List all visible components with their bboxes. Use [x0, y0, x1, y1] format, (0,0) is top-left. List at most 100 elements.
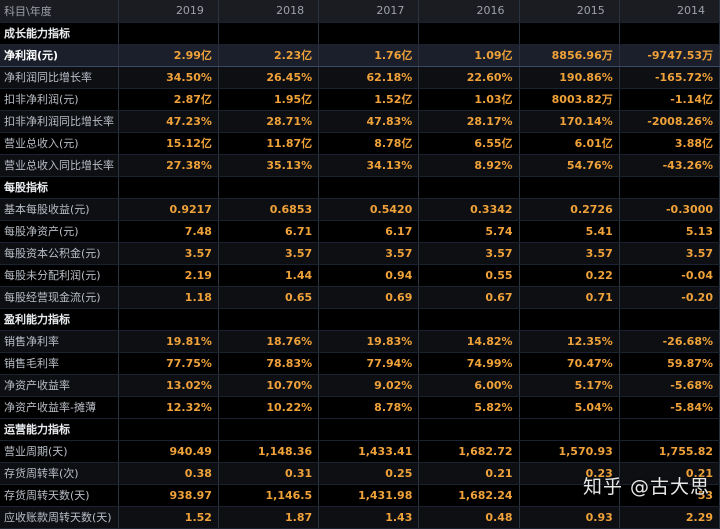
value-cell: 8.78亿 — [318, 132, 420, 155]
value-cell: 35.13% — [218, 154, 320, 177]
value-cell: 0.31 — [218, 462, 320, 485]
table-row[interactable]: 营业周期(天) 940.49 1,148.36 1,433.41 1,682.72 1,5… — [0, 440, 720, 463]
table-row[interactable]: 每股净资产(元) 7.48 6.71 6.17 5.74 5.41 5.13 — [0, 220, 720, 243]
value-cell: 1.44 — [218, 264, 320, 287]
value-cell: 19.81% — [118, 330, 219, 353]
empty-cell — [519, 418, 620, 441]
section-row[interactable]: 每股指标 — [0, 176, 720, 199]
value-cell: 3.57 — [318, 242, 420, 265]
year-header[interactable]: 2019 — [118, 0, 219, 23]
value-cell: 9.02% — [318, 374, 420, 397]
value-cell: 0.21 — [418, 462, 520, 485]
year-header[interactable]: 2014 — [619, 0, 720, 23]
year-header[interactable]: 2015 — [519, 0, 620, 23]
value-cell: 26.45% — [218, 66, 320, 89]
table-row[interactable]: 每股经营现金流(元) 1.18 0.65 0.69 0.67 0.71 -0.20 — [0, 286, 720, 309]
table-row-selected[interactable]: 净利润(元) 2.99亿 2.23亿 1.76亿 1.09亿 8856.96万 -9747.… — [0, 43, 720, 67]
table-row[interactable]: 营业总收入(元) 15.12亿 11.87亿 8.78亿 6.55亿 6.01亿 3.88亿 — [0, 132, 720, 155]
value-cell: 1.87 — [218, 506, 320, 529]
value-cell: 62.18% — [318, 66, 420, 89]
value-cell: 34.50% — [118, 66, 219, 89]
empty-cell — [218, 22, 320, 45]
row-label: 存货周转率(次) — [0, 462, 119, 485]
table-row[interactable]: 销售净利率 19.81% 18.76% 19.83% 14.82% 12.35% -26.6… — [0, 330, 720, 353]
value-cell: 22.60% — [418, 66, 520, 89]
section-label: 每股指标 — [0, 176, 119, 199]
empty-cell — [318, 418, 420, 441]
value-cell: 5.41 — [519, 220, 620, 243]
value-cell: 1.09亿 — [418, 43, 520, 67]
value-cell: 70.47% — [519, 352, 620, 375]
year-header[interactable]: 2017 — [318, 0, 420, 23]
value-cell: 3.57 — [619, 242, 720, 265]
value-cell: 53 — [619, 484, 720, 507]
value-cell: 1,682.24 — [418, 484, 520, 507]
table-row[interactable]: 销售毛利率 77.75% 78.83% 77.94% 74.99% 70.47% 59.87… — [0, 352, 720, 375]
value-cell: 34.13% — [318, 154, 420, 177]
value-cell: 11.87亿 — [218, 132, 320, 155]
value-cell: 0.5420 — [318, 198, 420, 221]
value-cell: 3.57 — [218, 242, 320, 265]
row-label: 净利润同比增长率 — [0, 66, 119, 89]
value-cell: 0.9217 — [118, 198, 219, 221]
row-label: 营业周期(天) — [0, 440, 119, 463]
empty-cell — [418, 308, 520, 331]
value-cell: 1.43 — [318, 506, 420, 529]
value-cell: 0.55 — [418, 264, 520, 287]
table-row[interactable]: 存货周转天数(天) 938.97 1,146.5 1,431.98 1,682.24 53 — [0, 484, 720, 507]
value-cell: 0.25 — [318, 462, 420, 485]
row-label: 应收账款周转天数(天) — [0, 506, 119, 529]
year-header[interactable]: 2018 — [218, 0, 320, 23]
section-row[interactable]: 盈利能力指标 — [0, 308, 720, 331]
value-cell: 1.76亿 — [318, 43, 420, 67]
table-row[interactable]: 营业总收入同比增长率 27.38% 35.13% 34.13% 8.92% 54.76% -… — [0, 154, 720, 177]
empty-cell — [318, 22, 420, 45]
value-cell: 1.03亿 — [418, 88, 520, 111]
empty-cell — [418, 176, 520, 199]
value-cell: 6.71 — [218, 220, 320, 243]
value-cell: -9747.53万 — [619, 43, 720, 67]
value-cell: 0.3342 — [418, 198, 520, 221]
value-cell: 1,148.36 — [218, 440, 320, 463]
value-cell: 47.83% — [318, 110, 420, 133]
value-cell: 8.92% — [418, 154, 520, 177]
value-cell: 19.83% — [318, 330, 420, 353]
value-cell: 0.6853 — [218, 198, 320, 221]
table-row[interactable]: 存货周转率(次) 0.38 0.31 0.25 0.21 0.23 0.21 — [0, 462, 720, 485]
value-cell: 2.87亿 — [118, 88, 219, 111]
table-row[interactable]: 应收账款周转天数(天) 1.52 1.87 1.43 0.48 0.93 2.29 — [0, 506, 720, 529]
table-row[interactable]: 扣非净利润同比增长率 47.23% 28.71% 47.83% 28.17% 170.14… — [0, 110, 720, 133]
table-row[interactable]: 净资产收益率 13.02% 10.70% 9.02% 6.00% 5.17% -5.68% — [0, 374, 720, 397]
value-cell: 28.17% — [418, 110, 520, 133]
table-row[interactable]: 每股资本公积金(元) 3.57 3.57 3.57 3.57 3.57 3.57 — [0, 242, 720, 265]
value-cell: 6.55亿 — [418, 132, 520, 155]
empty-cell — [218, 308, 320, 331]
value-cell: 8856.96万 — [519, 43, 620, 67]
value-cell: 190.86% — [519, 66, 620, 89]
section-label: 运营能力指标 — [0, 418, 119, 441]
row-label: 净利润(元) — [0, 43, 119, 67]
empty-cell — [619, 22, 720, 45]
table-row[interactable]: 每股未分配利润(元) 2.19 1.44 0.94 0.55 0.22 -0.04 — [0, 264, 720, 287]
value-cell: 1,433.41 — [318, 440, 420, 463]
row-label: 每股未分配利润(元) — [0, 264, 119, 287]
value-cell: 47.23% — [118, 110, 219, 133]
row-label: 每股资本公积金(元) — [0, 242, 119, 265]
table-row[interactable]: 净利润同比增长率 34.50% 26.45% 62.18% 22.60% 190.86% -… — [0, 66, 720, 89]
value-cell: 27.38% — [118, 154, 219, 177]
value-cell: -0.3000 — [619, 198, 720, 221]
section-row[interactable]: 成长能力指标 — [0, 22, 720, 45]
value-cell: 0.2726 — [519, 198, 620, 221]
value-cell: 7.48 — [118, 220, 219, 243]
table-row[interactable]: 净资产收益率-摊薄 12.32% 10.22% 8.78% 5.82% 5.04% -5.8… — [0, 396, 720, 419]
value-cell: 0.48 — [418, 506, 520, 529]
empty-cell — [118, 176, 219, 199]
table-row[interactable]: 基本每股收益(元) 0.9217 0.6853 0.5420 0.3342 0.2726-… — [0, 198, 720, 221]
table-row[interactable]: 扣非净利润(元) 2.87亿 1.95亿 1.52亿 1.03亿 8003.82万 -1.1… — [0, 88, 720, 111]
value-cell: 77.94% — [318, 352, 420, 375]
empty-cell — [218, 176, 320, 199]
value-cell: 3.57 — [418, 242, 520, 265]
section-row[interactable]: 运营能力指标 — [0, 418, 720, 441]
row-label: 存货周转天数(天) — [0, 484, 119, 507]
year-header[interactable]: 2016 — [418, 0, 520, 23]
